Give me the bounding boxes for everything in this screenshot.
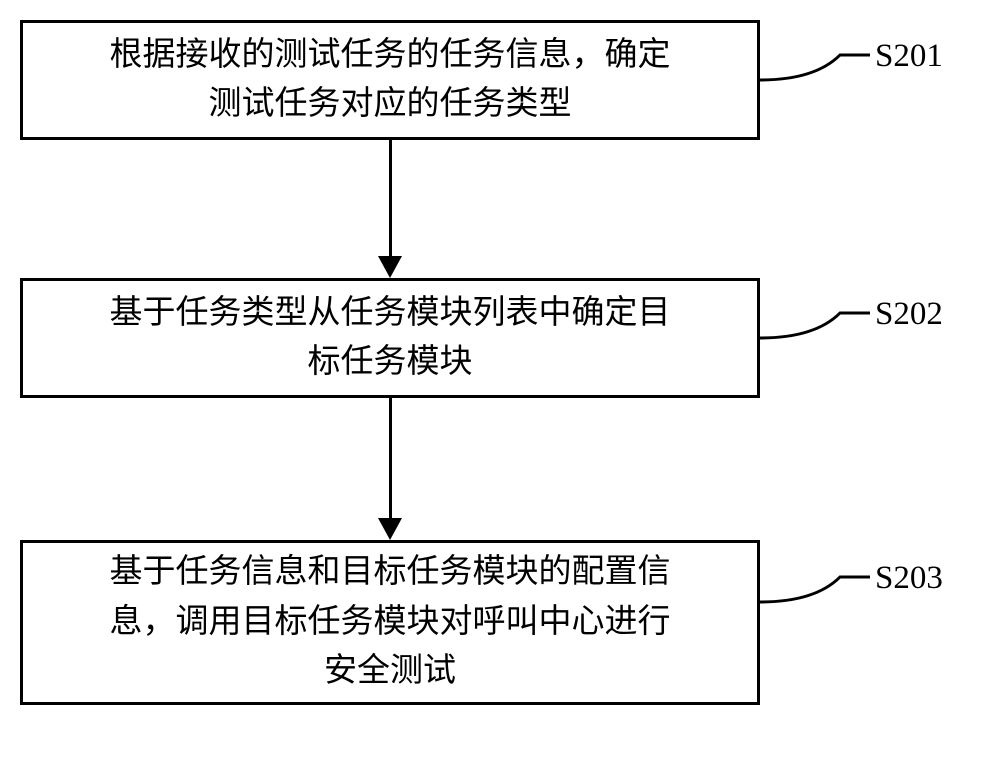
- arrow-line-1: [389, 140, 392, 258]
- step-text-s202: 基于任务类型从任务模块列表中确定目 标任务模块: [110, 289, 671, 388]
- step-box-s203: 基于任务信息和目标任务模块的配置信 息，调用目标任务模块对呼叫中心进行 安全测试: [20, 540, 760, 705]
- connector-s203: [760, 562, 870, 612]
- step-text-s201: 根据接收的测试任务的任务信息，确定 测试任务对应的任务类型: [110, 31, 671, 130]
- arrow-head-1: [378, 256, 402, 278]
- step-label-s201: S201: [875, 38, 943, 75]
- arrow-head-2: [378, 518, 402, 540]
- step-box-s201: 根据接收的测试任务的任务信息，确定 测试任务对应的任务类型: [20, 20, 760, 140]
- step-label-s202: S202: [875, 296, 943, 333]
- step-box-s202: 基于任务类型从任务模块列表中确定目 标任务模块: [20, 278, 760, 398]
- flowchart-container: 根据接收的测试任务的任务信息，确定 测试任务对应的任务类型 S201 基于任务类…: [0, 0, 1000, 770]
- connector-s202: [760, 298, 870, 348]
- arrow-line-2: [389, 398, 392, 520]
- step-text-s203: 基于任务信息和目标任务模块的配置信 息，调用目标任务模块对呼叫中心进行 安全测试: [110, 548, 671, 697]
- step-label-s203: S203: [875, 560, 943, 597]
- connector-s201: [760, 40, 870, 90]
